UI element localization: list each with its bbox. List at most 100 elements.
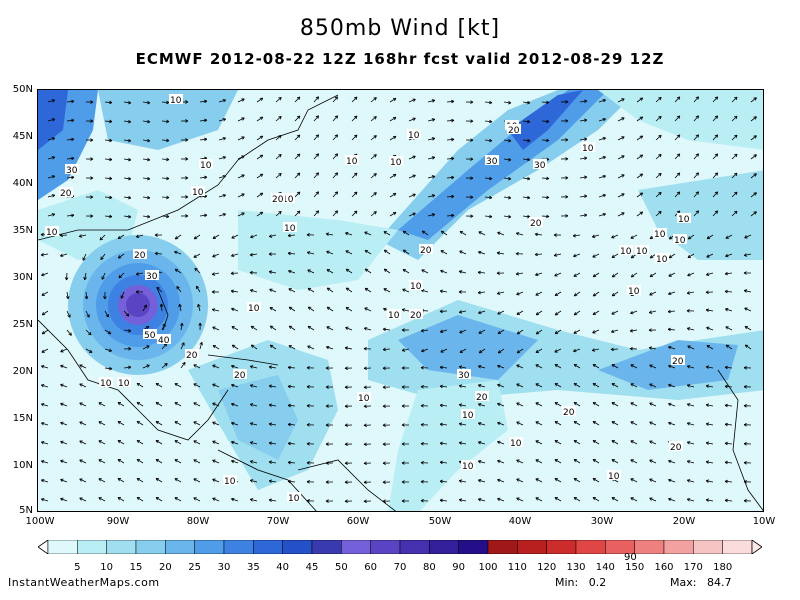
wind-vector-head (86, 315, 90, 318)
wind-vector-head (496, 252, 500, 255)
wind-vector-head (478, 330, 481, 334)
contour-label-bg (677, 213, 691, 223)
wind-vector-head (477, 384, 481, 388)
wind-vector-head (470, 215, 474, 218)
wind-vector (440, 329, 448, 333)
wind-vector-head (451, 213, 455, 216)
wind-vector-head (64, 277, 67, 281)
wind-vector-head (705, 272, 709, 276)
wind-vector-head (159, 303, 162, 307)
wind-vector-head (336, 115, 339, 119)
wind-vector-head (667, 311, 671, 314)
wind-vector-head (174, 268, 177, 272)
wind-vector (123, 329, 131, 332)
wind-vector (478, 310, 486, 314)
lon-label: 50W (428, 516, 452, 527)
wind-vector-head (659, 211, 662, 215)
wind-vector-head (41, 384, 44, 388)
wind-vector-head (136, 383, 139, 387)
wind-vector-head (166, 140, 170, 143)
wind-vector (231, 422, 239, 426)
wind-vector-head (573, 253, 576, 257)
wind-vector-head (344, 481, 348, 484)
wind-vector-head (439, 311, 443, 314)
wind-vector (275, 135, 282, 141)
wind-vector-head (98, 478, 101, 482)
wind-vector-head (363, 348, 367, 351)
wind-vector-head (565, 158, 569, 161)
contour-label: 20 (60, 189, 72, 199)
chart-title: 850mb Wind [kt] (299, 16, 501, 41)
wind-vector (649, 497, 657, 502)
wind-vector-head (287, 385, 291, 389)
wind-vector-head (686, 403, 690, 407)
wind-vector-head (185, 214, 189, 217)
wind-vector-head (641, 116, 644, 120)
contour-label: 10 (170, 96, 182, 106)
colorbar-tick-label: 180 (713, 562, 733, 573)
wind-band (218, 375, 298, 460)
wind-vector-head (287, 366, 291, 370)
wind-vector-head (250, 344, 253, 348)
wind-vector-head (174, 497, 177, 501)
wind-vector (478, 479, 486, 483)
wind-vector-head (374, 211, 377, 215)
wind-vector (174, 402, 182, 407)
wind-vector (136, 402, 144, 407)
wind-vector (440, 270, 448, 274)
wind-vector-head (128, 366, 132, 370)
wind-vector (535, 272, 543, 276)
wind-vector-head (603, 137, 606, 141)
wind-vector-head (326, 306, 329, 310)
wind-vector-head (676, 134, 680, 137)
contour-label: 10 (678, 215, 690, 225)
wind-vector-head (325, 499, 329, 502)
lon-label: 10W (752, 516, 776, 527)
wind-vector (193, 421, 201, 426)
wind-vector-head (489, 195, 493, 199)
wind-vector (459, 499, 467, 502)
wind-map: 1030201010103020101010102030504020201010… (37, 89, 764, 512)
wind-vector (269, 307, 277, 312)
contour-label: 10 (636, 247, 648, 257)
wind-vector-head (431, 99, 435, 101)
wind-vector (440, 423, 448, 426)
contour-label-bg (99, 377, 113, 387)
wind-vector-head (136, 402, 139, 406)
chart-subtitle: ECMWF 2012-08-22 12Z 168hr fcst valid 20… (135, 50, 665, 68)
wind-vector (617, 212, 625, 217)
wind-vector (142, 101, 150, 104)
wind-vector-head (470, 195, 474, 198)
wind-vector-head (687, 236, 690, 240)
wind-vector-head (250, 422, 254, 424)
colorbar-tick-label: 70 (393, 562, 407, 573)
wind-vector-head (432, 157, 436, 160)
wind-vector-head (344, 443, 348, 446)
wind-vector-head (527, 100, 531, 104)
wind-vector (554, 459, 562, 464)
wind-vector-head (374, 135, 377, 139)
wind-vector-head (268, 365, 273, 368)
wind-vector (231, 290, 239, 293)
lat-label: 10N (12, 460, 33, 471)
wind-vector (142, 139, 150, 142)
wind-vector-head (705, 498, 710, 501)
wind-vector-head (382, 385, 386, 388)
wind-vector-head (658, 153, 662, 156)
wind-vector-head (59, 235, 63, 238)
wind-vector-head (344, 405, 348, 408)
wind-vector-head (287, 461, 291, 465)
wind-vector-head (630, 459, 633, 463)
wind-vector-head (250, 384, 254, 386)
wind-vector (554, 402, 562, 407)
wind-vector (573, 383, 581, 388)
wind-vector-head (734, 172, 738, 175)
wind-vector-head (554, 497, 557, 501)
wind-vector-head (497, 498, 500, 502)
wind-vector (136, 459, 144, 464)
wind-vector (370, 135, 377, 141)
lat-label: 40N (12, 178, 33, 189)
wind-vector-head (60, 384, 63, 388)
wind-vector (218, 99, 226, 103)
wind-vector-head (242, 212, 245, 216)
